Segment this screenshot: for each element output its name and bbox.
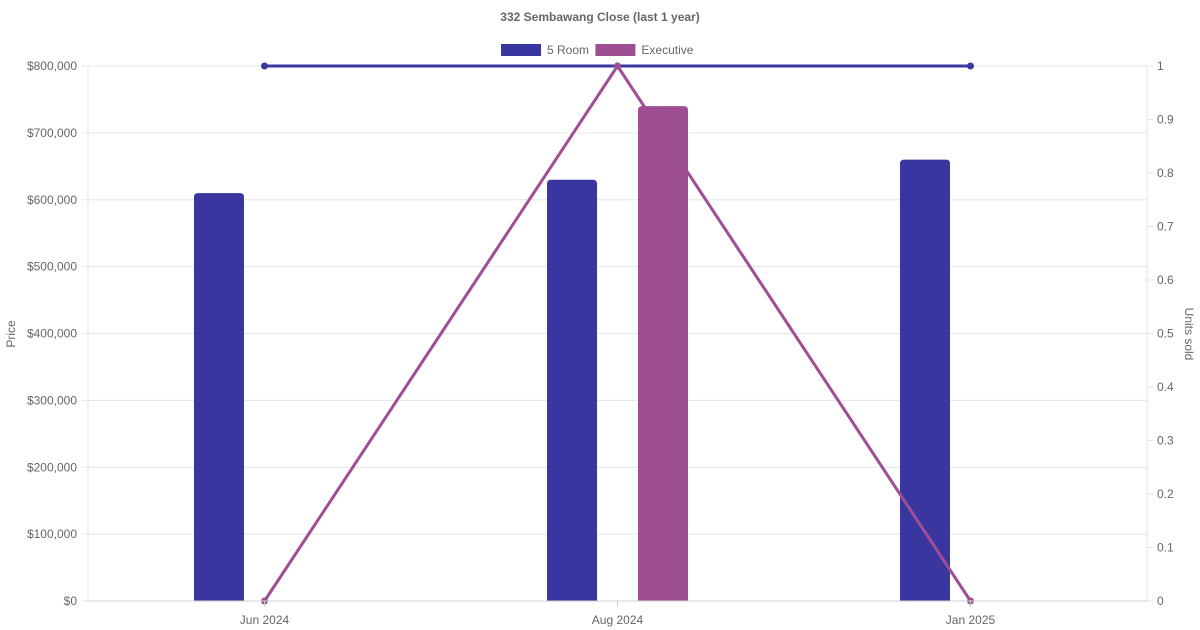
y-left-tick-label: $500,000 — [27, 260, 77, 274]
x-tick-label: Aug 2024 — [592, 613, 644, 627]
y-right-tick-label: 0.8 — [1157, 166, 1174, 180]
y-right-tick-label: 1 — [1157, 59, 1164, 73]
y-left-tick-label: $400,000 — [27, 327, 77, 341]
y-left-tick-label: $600,000 — [27, 193, 77, 207]
bar-5-room-1 — [547, 179, 597, 601]
lines — [261, 62, 974, 605]
y-left-axis-title: Price — [4, 320, 18, 348]
bars — [194, 106, 950, 601]
chart-title: 332 Sembawang Close (last 1 year) — [500, 10, 699, 24]
grid-lines — [88, 65, 1147, 602]
point-executive-1 — [614, 62, 621, 70]
y-right-tick-label: 0.6 — [1157, 273, 1174, 287]
y-right-tick-label: 0.2 — [1157, 487, 1174, 501]
point-5-room-0 — [261, 62, 268, 70]
y-left-tick-label: $0 — [64, 594, 78, 608]
y-right-tick-label: 0.5 — [1157, 327, 1174, 341]
bar-5-room-0 — [194, 193, 244, 601]
y-right-axis-title: Units sold — [1182, 308, 1196, 361]
y-left-tick-label: $800,000 — [27, 59, 77, 73]
y-right-tick-label: 0.9 — [1157, 113, 1174, 127]
bar-5-room-2 — [900, 159, 950, 601]
y-right-tick-label: 0.1 — [1157, 541, 1174, 555]
y-left-tick-label: $700,000 — [27, 126, 77, 140]
legend-label-executive[interactable]: Executive — [641, 43, 693, 57]
y-left-tick-label: $100,000 — [27, 527, 77, 541]
legend-swatch-5-room[interactable] — [501, 44, 541, 56]
y-left-tick-label: $300,000 — [27, 393, 77, 407]
legend: 5 Room Executive — [501, 43, 694, 57]
x-tick-label: Jun 2024 — [240, 613, 290, 627]
legend-label-5-room[interactable]: 5 Room — [547, 43, 589, 57]
y-right-tick-label: 0 — [1157, 594, 1164, 608]
point-5-room-2 — [967, 62, 974, 70]
legend-swatch-executive[interactable] — [595, 44, 636, 56]
y-left-tick-label: $200,000 — [27, 460, 77, 474]
bar-executive-1 — [638, 106, 688, 601]
y-right-tick-label: 0.4 — [1157, 380, 1174, 394]
y-right-tick-label: 0.7 — [1157, 220, 1174, 234]
y-right-tick-label: 0.3 — [1157, 434, 1174, 448]
axes: $0 $100,000 $200,000 $300,000 $400,000 $500,0… — [27, 59, 1174, 627]
x-tick-label: Jan 2025 — [946, 613, 996, 627]
